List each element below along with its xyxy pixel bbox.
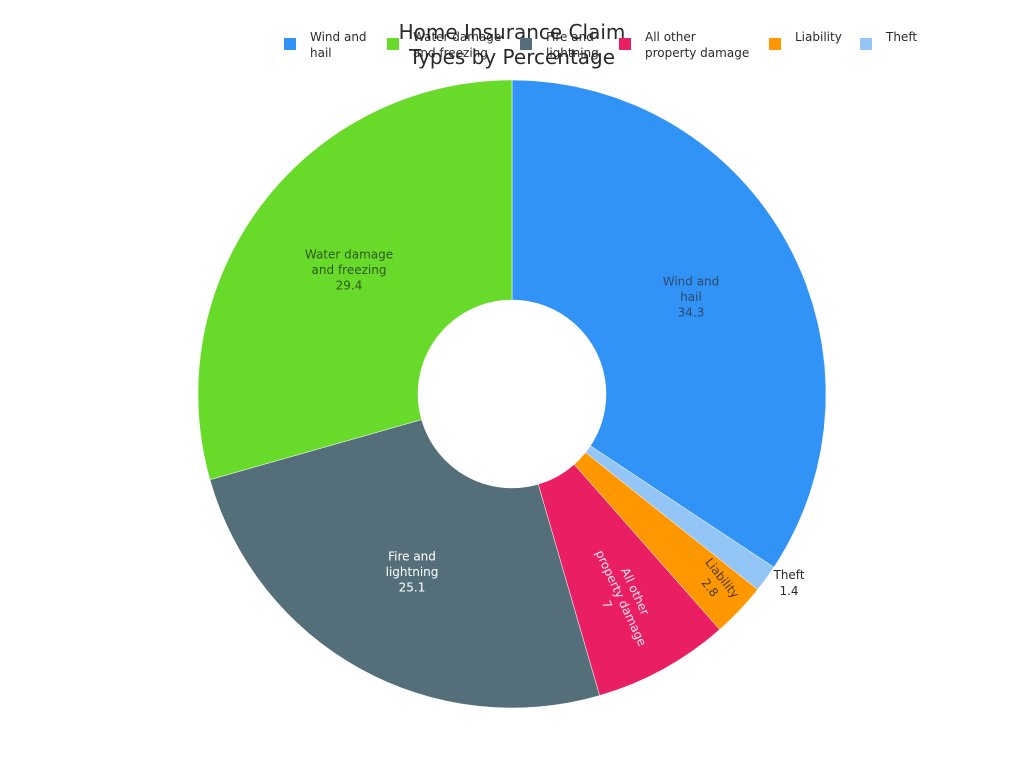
legend-item-liability[interactable]: Liability [769,29,842,50]
legend-label: Theft [886,30,918,44]
legend-label: Water damage and freezing [413,30,502,60]
slice-wind-and-hail[interactable] [511,79,827,568]
legend-item-other-property[interactable]: All other property damage [619,29,749,61]
chart-title-line-2: Types by Percentage [408,45,616,69]
legend-item-water-damage[interactable]: Water damage and freezing [387,29,501,61]
legend-swatch-icon [860,38,872,50]
legend-swatch-icon [387,38,399,50]
legend-label: Wind and hail [310,30,367,60]
slice-label: Theft 1.4 [772,568,804,598]
donut-slices [197,79,827,709]
legend-label: All other property damage [645,30,750,60]
slice-water-damage-and-freezing[interactable] [197,79,513,481]
legend-label: Fire and lightning [546,30,599,60]
legend-swatch-icon [284,38,296,50]
legend-item-theft[interactable]: Theft [860,29,917,50]
chart-title-line-1: Home Insurance Claim [398,20,626,44]
slice-label: Wind and hail 34.3 [663,275,720,320]
legend-item-fire-lightning[interactable]: Fire and lightning [520,29,599,61]
legend-item-wind-hail[interactable]: Wind and hail [284,29,367,61]
slice-label: Water damage and freezing 29.4 [305,248,393,293]
legend-swatch-icon [520,38,532,50]
chart-title: Home Insurance Claim Types by Percentage [0,20,1024,70]
slice-fire-and-lightning[interactable] [209,419,600,709]
legend-label: Liability [795,30,842,44]
legend-swatch-icon [619,38,631,50]
chart-legend: Wind and hail Water damage and freezing … [0,29,1024,69]
legend-swatch-icon [769,38,781,50]
slice-label: Fire and lightning 25.1 [386,550,439,595]
